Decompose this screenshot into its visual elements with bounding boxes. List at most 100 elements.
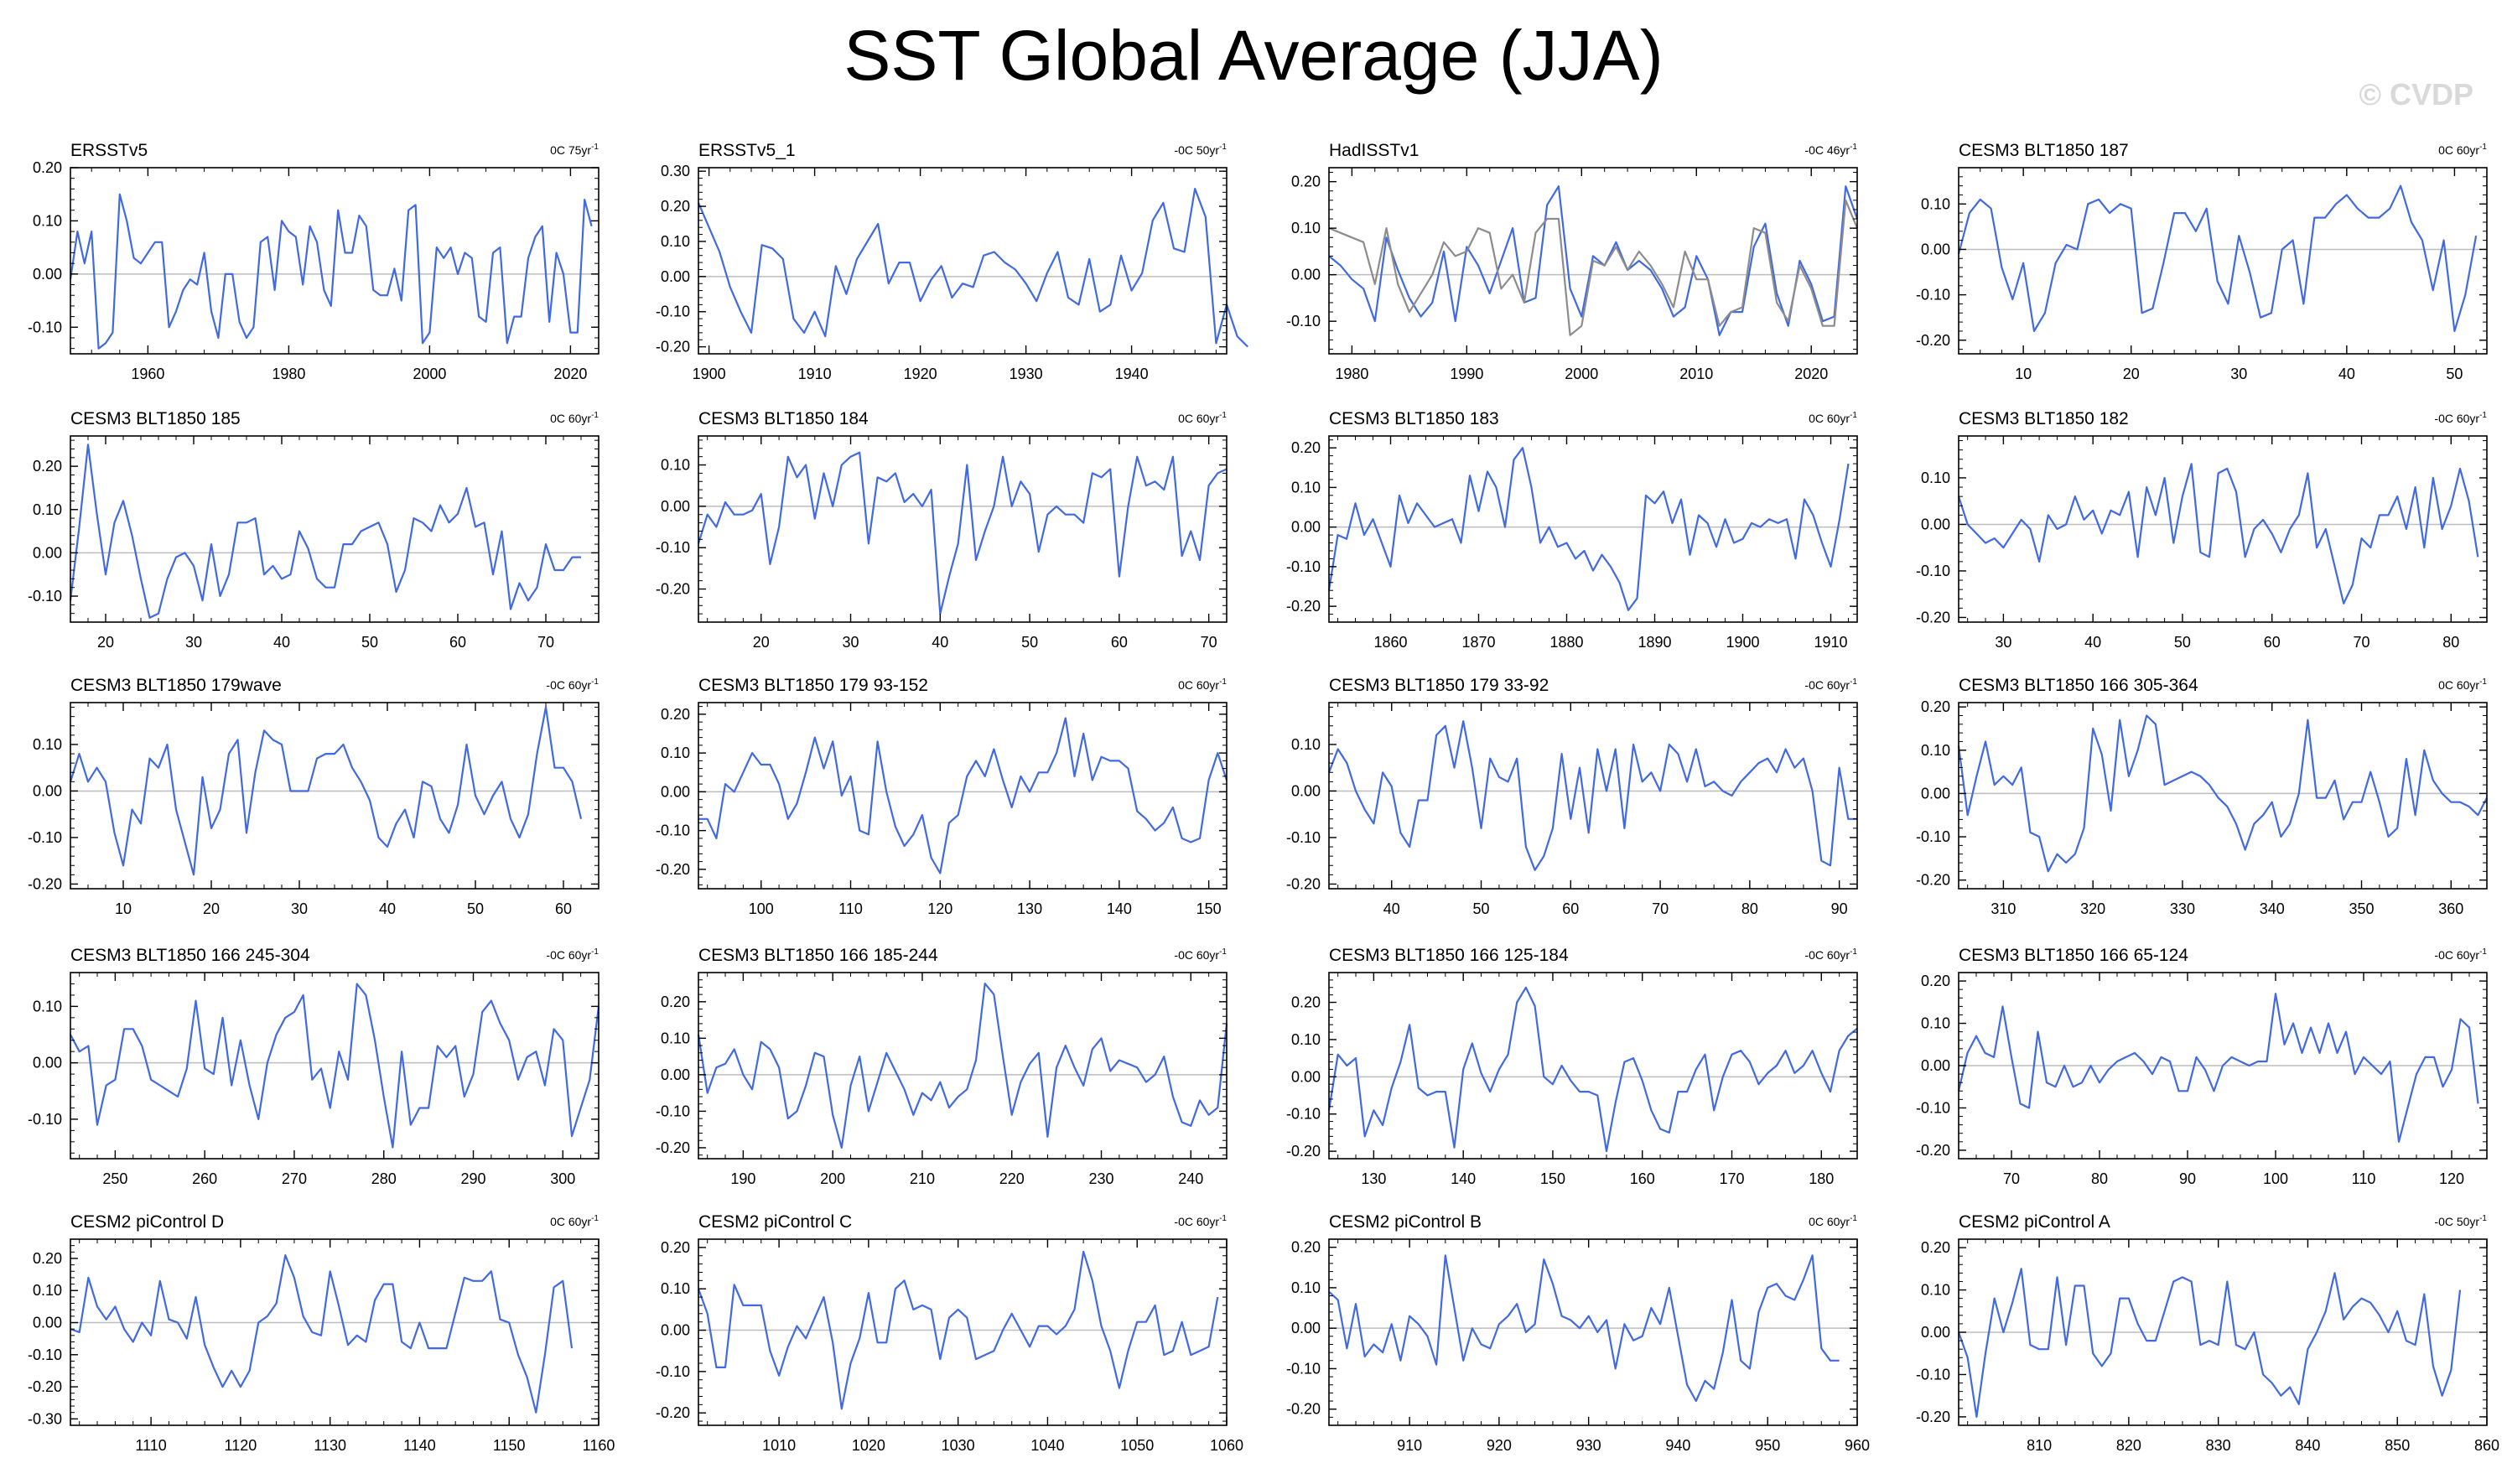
- x-tick-label: 70: [2003, 1170, 2020, 1187]
- y-tick-label: -0.10: [1286, 558, 1321, 575]
- x-tick-label: 360: [2438, 900, 2463, 917]
- y-tick-label: 0.20: [1921, 1239, 1950, 1256]
- y-tick-label: -0.20: [656, 861, 690, 878]
- plot-frame: [1958, 167, 2488, 355]
- series-line: [1957, 1268, 2462, 1419]
- panel-trend-note: 0C 75yr-1: [550, 143, 599, 157]
- panel-title: CESM3 BLT1850 183: [1329, 409, 1499, 428]
- x-tick-label: 2010: [1679, 366, 1713, 382]
- x-tick-label: 230: [1088, 1170, 1113, 1187]
- x-tick-label: 40: [932, 634, 948, 651]
- figure-title: SST Global Average (JJA): [843, 16, 1664, 95]
- panel-trend-note: -0C 60yr-1: [1174, 1214, 1227, 1228]
- y-tick-label: -0.20: [1286, 875, 1321, 892]
- y-tick-label: -0.20: [656, 1404, 690, 1421]
- x-tick-label: 1910: [1814, 634, 1847, 651]
- panel-trend-note: 0C 60yr-1: [550, 411, 599, 425]
- x-tick-label: 60: [2264, 634, 2281, 651]
- plot-frame: [698, 1238, 1228, 1426]
- y-tick-label: 0.00: [1291, 519, 1321, 536]
- x-tick-label: 1050: [1120, 1437, 1154, 1454]
- y-tick-label: 0.00: [33, 544, 62, 561]
- y-tick-label: 0.20: [1291, 1239, 1321, 1256]
- series-line: [698, 717, 1228, 874]
- panel-title: CESM3 BLT1850 166 65-124: [1959, 946, 2188, 965]
- panel-trend-note: -0C 60yr-1: [2434, 411, 2487, 425]
- panel-title: CESM3 BLT1850 166 125-184: [1329, 946, 1569, 965]
- chart-panel: CESM2 piControl C -0C 60yr-1 -0.20 -0.10 0.0…: [656, 1212, 1243, 1454]
- y-tick-label: 0.00: [661, 268, 690, 285]
- note-superscript: -1: [1219, 677, 1227, 687]
- note-superscript: -1: [1219, 1214, 1227, 1223]
- plot-frame: [698, 702, 1228, 890]
- x-tick-label: 20: [2123, 366, 2140, 382]
- x-tick-label: 1130: [314, 1437, 346, 1454]
- x-tick-label: 1160: [583, 1437, 615, 1454]
- panel-trend-note: 0C 60yr-1: [2438, 677, 2487, 692]
- y-tick-label: 0.10: [1291, 220, 1321, 236]
- note-superscript: -1: [1850, 947, 1857, 957]
- panel-title: HadISSTv1: [1329, 141, 1419, 160]
- panel-trend-note: 0C 60yr-1: [550, 1214, 599, 1228]
- y-tick-label: 0.00: [1291, 267, 1321, 283]
- x-tick-label: 140: [1451, 1170, 1476, 1187]
- x-tick-label: 200: [820, 1170, 845, 1187]
- x-tick-label: 1910: [798, 366, 832, 382]
- y-tick-label: 0.10: [661, 1030, 690, 1046]
- series-line: [1328, 199, 1859, 336]
- series-line: [697, 451, 1228, 615]
- plot-frame: [1328, 167, 1858, 355]
- y-tick-label: 0.20: [661, 198, 690, 215]
- y-tick-label: 0.10: [1291, 1279, 1321, 1296]
- series-line: [1957, 184, 2478, 332]
- chart-panel: CESM3 BLT1850 179 93-152 0C 60yr-1 -0.20 -0…: [656, 676, 1228, 917]
- note-superscript: -1: [2479, 1214, 2487, 1223]
- y-tick-label: 0.00: [661, 783, 690, 800]
- plot-frame: [1328, 435, 1858, 623]
- y-tick-label: 0.30: [661, 163, 690, 179]
- x-tick-label: 50: [2174, 634, 2191, 651]
- y-tick-label: 0.00: [33, 782, 62, 799]
- series-line: [1327, 447, 1850, 611]
- y-tick-label: 0.20: [1921, 973, 1950, 989]
- series-line: [1957, 993, 2479, 1143]
- series-line: [69, 193, 593, 350]
- x-tick-label: 1900: [693, 366, 726, 382]
- x-tick-label: 90: [1831, 900, 1848, 917]
- x-tick-label: 350: [2349, 900, 2374, 917]
- chart-panel: CESM3 BLT1850 166 125-184 -0C 60yr-1 -0.20…: [1286, 946, 1858, 1187]
- x-tick-label: 1060: [1210, 1437, 1243, 1454]
- panel-trend-note: -0C 50yr-1: [1174, 143, 1227, 157]
- panel-title: CESM2 piControl A: [1959, 1212, 2110, 1232]
- x-tick-label: 100: [749, 900, 774, 917]
- panel-title: CESM3 BLT1850 179 33-92: [1329, 676, 1549, 695]
- chart-panel: ERSSTv5 0C 75yr-1 -0.10 0.00 0.10 0.20 1960 198…: [28, 141, 600, 382]
- x-tick-label: 40: [2338, 366, 2355, 382]
- x-tick-label: 40: [2084, 634, 2101, 651]
- y-tick-label: -0.10: [28, 1111, 62, 1128]
- y-tick-label: -0.10: [656, 1103, 690, 1119]
- x-tick-label: 1140: [403, 1437, 436, 1454]
- x-tick-label: 30: [843, 634, 859, 651]
- y-tick-label: 0.20: [1291, 174, 1321, 190]
- panel-title: ERSSTv5: [70, 141, 148, 160]
- x-tick-label: 1890: [1638, 634, 1671, 651]
- y-tick-label: -0.30: [28, 1410, 62, 1427]
- chart-panel: CESM3 BLT1850 166 185-244 -0C 60yr-1 -0.20…: [656, 946, 1228, 1187]
- y-tick-label: -0.10: [1916, 563, 1950, 579]
- x-tick-label: 90: [2179, 1170, 2196, 1187]
- note-superscript: -1: [1850, 411, 1857, 420]
- panel-title: CESM3 BLT1850 182: [1959, 409, 2129, 428]
- panel-title: CESM3 BLT1850 179 93-152: [698, 676, 928, 695]
- plot-frame: [1958, 435, 2488, 623]
- x-tick-label: 2000: [1565, 366, 1598, 382]
- x-tick-label: 210: [910, 1170, 935, 1187]
- chart-panel: HadISSTv1 -0C 46yr-1 -0.10 0.00 0.10 0.20 1980…: [1286, 141, 1859, 382]
- x-tick-label: 1020: [852, 1437, 885, 1454]
- y-tick-label: -0.10: [656, 539, 690, 556]
- panel-title: ERSSTv5_1: [698, 141, 796, 160]
- chart-panel: ERSSTv5_1 -0C 50yr-1 -0.20 -0.10 0.00 0.10 0.2…: [656, 141, 1248, 382]
- x-tick-label: 60: [555, 900, 572, 917]
- chart-panel: CESM3 BLT1850 166 65-124 -0C 60yr-1 -0.20 -…: [1916, 946, 2488, 1187]
